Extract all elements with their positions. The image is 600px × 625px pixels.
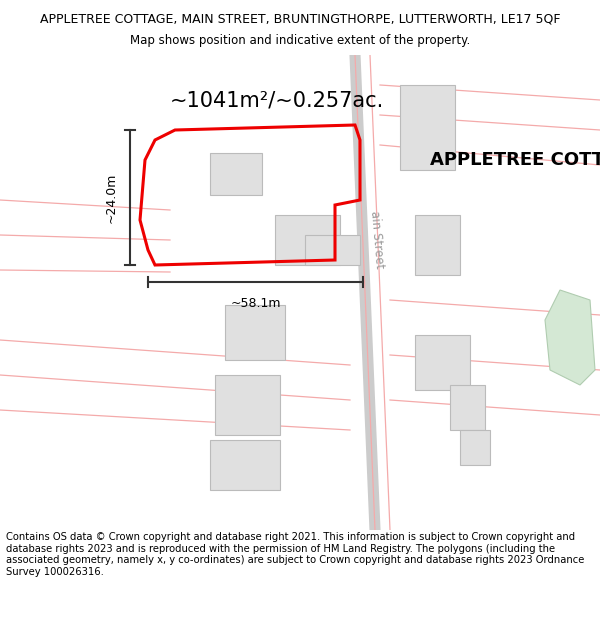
Text: ~1041m²/~0.257ac.: ~1041m²/~0.257ac. bbox=[170, 90, 384, 110]
Bar bbox=[305, 235, 360, 265]
Text: ~58.1m: ~58.1m bbox=[230, 297, 281, 310]
Bar bbox=[210, 153, 262, 195]
Bar bbox=[210, 440, 280, 490]
Text: Map shows position and indicative extent of the property.: Map shows position and indicative extent… bbox=[130, 34, 470, 47]
Text: APPLETREE COTTAGE, MAIN STREET, BRUNTINGTHORPE, LUTTERWORTH, LE17 5QF: APPLETREE COTTAGE, MAIN STREET, BRUNTING… bbox=[40, 12, 560, 25]
Polygon shape bbox=[545, 290, 595, 385]
Bar bbox=[400, 85, 455, 170]
Bar bbox=[450, 385, 485, 430]
Bar bbox=[460, 430, 490, 465]
Text: ain Street: ain Street bbox=[368, 211, 386, 269]
Bar bbox=[415, 335, 470, 390]
Bar bbox=[225, 305, 285, 360]
Text: APPLETREE COTTAGE: APPLETREE COTTAGE bbox=[430, 151, 600, 169]
Text: ~24.0m: ~24.0m bbox=[105, 173, 118, 222]
Bar bbox=[275, 215, 340, 265]
Text: Contains OS data © Crown copyright and database right 2021. This information is : Contains OS data © Crown copyright and d… bbox=[6, 532, 584, 577]
Bar bbox=[215, 375, 280, 435]
Bar bbox=[415, 215, 460, 275]
